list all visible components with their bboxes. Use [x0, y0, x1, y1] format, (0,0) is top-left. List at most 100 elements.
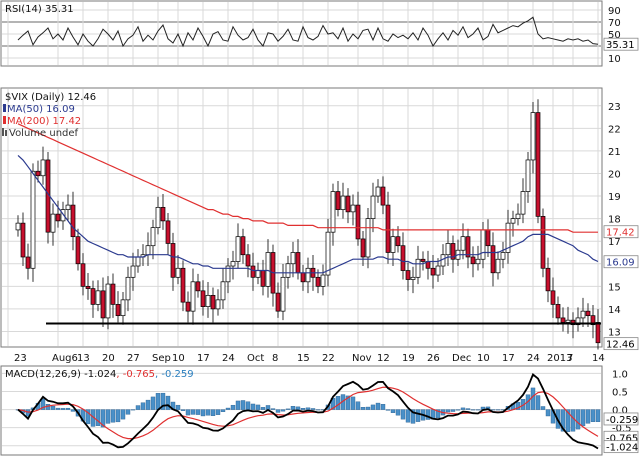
candle-body [200, 290, 206, 307]
macd-hist-bar [65, 407, 71, 410]
price-tick-label: 14 [608, 305, 621, 316]
candle-body [505, 222, 511, 253]
macd-hist-bar [530, 387, 536, 410]
macd-hist-bar [570, 409, 576, 432]
candle-body [290, 252, 296, 265]
macd-hist-bar [310, 408, 316, 410]
x-tick-label: 2013 [547, 353, 572, 364]
macd-hist-bar [290, 406, 296, 410]
macd-hist-bar [190, 409, 196, 415]
price-last-tag-1-box [603, 255, 639, 269]
ma50-line [17, 154, 599, 274]
candle-body [125, 276, 131, 301]
macd-hist-bar [85, 409, 91, 425]
x-tick-label: 26 [427, 353, 440, 364]
x-tick-label: 27 [127, 353, 140, 364]
candle-body [550, 290, 556, 305]
x-tick-label: Dec [452, 353, 471, 364]
macd-hist-bar [220, 409, 226, 412]
candle-body [415, 258, 421, 278]
candle-body [55, 213, 61, 222]
candle-body [175, 267, 181, 278]
macd-hist-bar [300, 408, 306, 410]
candle-body [250, 265, 256, 278]
candle-body [350, 204, 356, 213]
ma200-legend-swatch [3, 116, 6, 124]
macd-hist-bar [370, 404, 376, 410]
macd-hist-bar [215, 409, 221, 415]
rsi-tick-label: 90 [608, 6, 621, 17]
candle-body [410, 276, 416, 280]
macd-hist-bar [255, 404, 261, 410]
rsi-last-tag-text: 35.31 [606, 40, 635, 51]
macd-hist-bar [575, 409, 581, 430]
candle-body [150, 227, 156, 247]
candle-body [260, 270, 266, 287]
macd-hist-bar [495, 409, 501, 411]
candle-body [65, 204, 71, 210]
candle-body [535, 112, 541, 217]
macd-hist-bar [155, 393, 161, 410]
candle-body [80, 263, 86, 287]
x-tick-label: 17 [197, 353, 210, 364]
price-tick-label: 21 [608, 147, 621, 158]
x-tick-label: 8 [272, 353, 278, 364]
macd-hist-bar [515, 401, 521, 410]
candle-body [315, 276, 321, 287]
candle-body [485, 229, 491, 247]
macd-hist-bar [435, 409, 441, 418]
candle-body [205, 295, 211, 307]
macd-hist-bar [560, 409, 566, 432]
candle-body [275, 292, 281, 312]
macd-hist-bar [295, 406, 301, 410]
candle-body [170, 243, 176, 278]
candle-body [305, 267, 311, 283]
macd-hist-bar [165, 395, 171, 410]
x-tick-label: 10 [172, 353, 185, 364]
macd-hist-bar [400, 409, 406, 420]
macd-hist-bar [55, 407, 61, 410]
candle-body [90, 288, 96, 305]
candle-body [510, 218, 516, 224]
macd-hist-bar [415, 409, 421, 422]
rsi-last-tag-box [603, 37, 639, 51]
rsi-line [17, 16, 599, 48]
macd-tick-label: 0.5 [612, 388, 628, 399]
rsi-tick-label: 70 [608, 18, 621, 29]
price-last-tag-1-text: 16.09 [606, 258, 635, 269]
ma50-legend: MA(50) 16.09 [7, 104, 75, 115]
macd-hist-bar [25, 409, 31, 417]
candle-body [570, 319, 576, 326]
candle-body [15, 222, 21, 231]
candle-body [360, 238, 366, 258]
macd-hist-bar [240, 400, 246, 410]
price-last-tag-1: 16.09 [603, 255, 639, 269]
ma200-line [17, 123, 598, 233]
volume-legend-swatch [2, 128, 4, 136]
price-frame [0, 87, 603, 348]
candle-body [405, 270, 411, 280]
rsi-panel: 9070503010 RSI(14) 35.31 35.31 [0, 0, 639, 67]
macd-hist-bar [125, 409, 131, 415]
macd-frame [0, 365, 603, 456]
candle-body [300, 272, 306, 283]
macd-legend: MACD(12,26,9) -1.024, -0.765, -0.259 [5, 369, 194, 380]
price-last-tag-0-box [603, 225, 639, 239]
macd-hist-bar [315, 409, 321, 411]
macd-hist-bar [455, 409, 461, 411]
candle-body [325, 231, 331, 276]
macd-hist-bar [180, 409, 186, 411]
price-tick-label: 20 [608, 169, 621, 180]
macd-hist-bar [105, 409, 111, 424]
macd-tick-label: 0.0 [612, 406, 628, 417]
candle-body [430, 267, 436, 276]
candle-body [560, 317, 566, 323]
candle-body [95, 290, 101, 305]
price-panel: 2322212019181716151413 $VIX (Daily) 12.4… [0, 87, 639, 351]
macd-hist-bar [540, 406, 546, 410]
macd-hist-bar [590, 409, 596, 422]
macd-panel: 1.00.50.0-0.5-1.0 MACD(12,26,9) -1.024, … [0, 365, 639, 456]
candle-body [340, 195, 346, 210]
candle-body [185, 301, 191, 312]
macd-hist-bar [95, 409, 101, 426]
